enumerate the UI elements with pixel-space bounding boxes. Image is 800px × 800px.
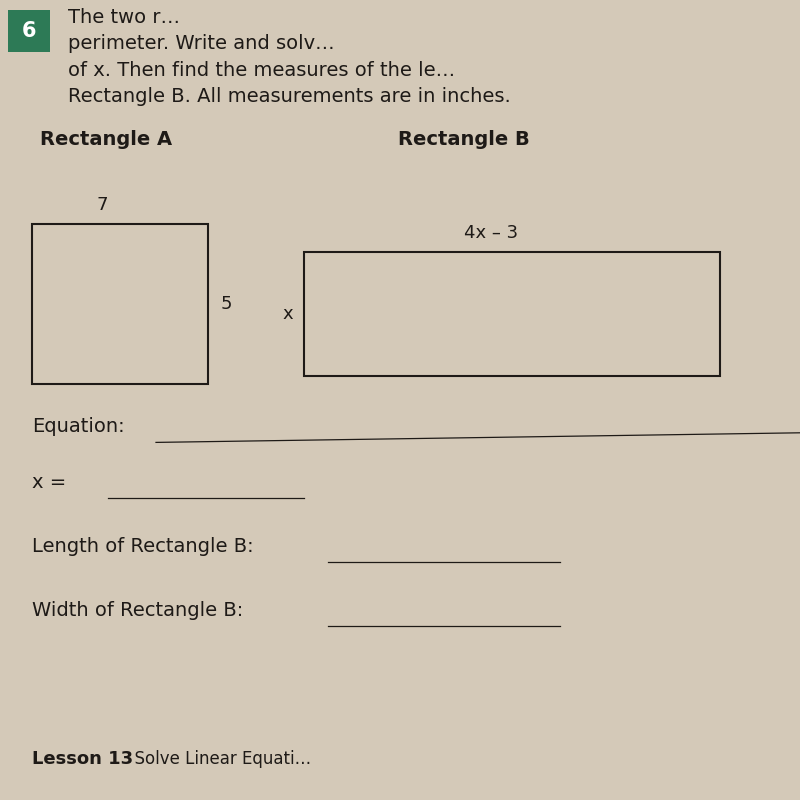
- Text: 4x – 3: 4x – 3: [464, 224, 518, 242]
- Text: 7: 7: [97, 196, 108, 214]
- Text: Lesson 13: Lesson 13: [32, 750, 133, 768]
- Text: Rectangle A: Rectangle A: [40, 130, 172, 149]
- Text: Equation:: Equation:: [32, 417, 125, 436]
- Text: Length of Rectangle B:: Length of Rectangle B:: [32, 537, 254, 556]
- Bar: [8, 10, 50, 52]
- Bar: [32, 224, 208, 384]
- Text: of x. Then find the measures of the le…: of x. Then find the measures of the le…: [68, 61, 455, 80]
- Bar: [304, 252, 720, 376]
- Text: perimeter. Write and solv…: perimeter. Write and solv…: [68, 34, 334, 54]
- Text: 5: 5: [221, 295, 232, 313]
- Text: x =: x =: [32, 473, 66, 492]
- Text: Rectangle B: Rectangle B: [398, 130, 530, 149]
- Text: 6: 6: [22, 21, 36, 41]
- Text: The two r…: The two r…: [68, 8, 180, 27]
- Text: Rectangle B. All measurements are in inches.: Rectangle B. All measurements are in inc…: [68, 87, 510, 106]
- Text: Width of Rectangle B:: Width of Rectangle B:: [32, 601, 243, 620]
- Text: Solve Linear Equati…: Solve Linear Equati…: [124, 750, 311, 768]
- Text: x: x: [283, 305, 294, 323]
